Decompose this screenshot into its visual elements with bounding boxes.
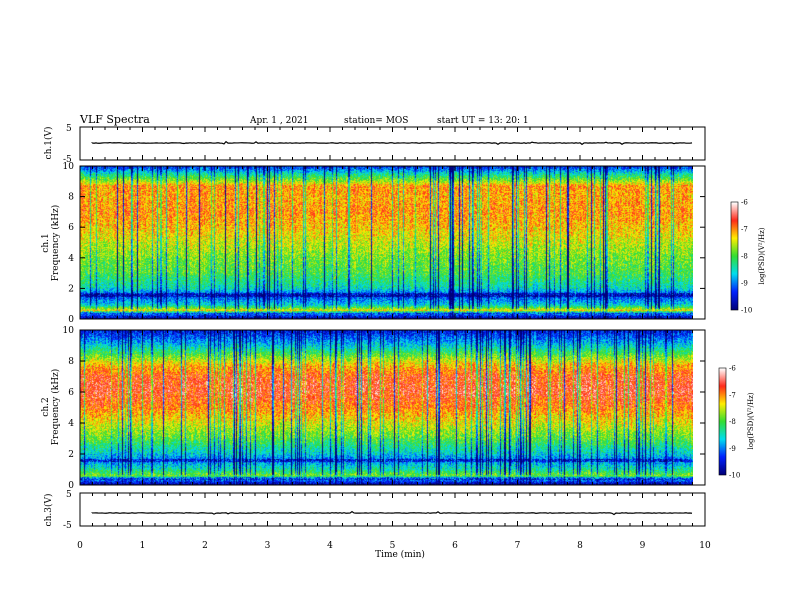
figure-title: VLF Spectra <box>79 113 150 126</box>
x-tick-label: 9 <box>640 541 646 551</box>
colorbar-ch1-tick-label: -9 <box>741 280 748 288</box>
ch1-spec-channel-label: ch.1 <box>41 233 51 252</box>
x-tick-label: 2 <box>202 541 208 551</box>
colorbar-ch1-tick-label: -6 <box>741 199 748 207</box>
x-tick-label: 10 <box>699 541 711 551</box>
ch1-spec-ylabel: Frequency (kHz) <box>50 205 61 282</box>
colorbar-ch2-tick-label: -9 <box>729 445 736 453</box>
ch2-spec-channel-label: ch.2 <box>41 397 51 416</box>
colorbar-ch2-tick-label: -10 <box>729 472 740 480</box>
x-tick-label: 8 <box>577 541 583 551</box>
start-time-label: start UT = 13: 20: 1 <box>437 116 529 126</box>
colorbar-ch1-tick-label: -8 <box>741 253 748 261</box>
colorbar-ch2-tick-label: -6 <box>729 365 736 373</box>
spec-y-tick-label: 4 <box>68 254 74 264</box>
station-label: station= MOS <box>344 116 408 126</box>
colorbar-ch1-tick-label: -7 <box>741 226 748 234</box>
colorbar-ch1-label: log(PSD)(V²/Hz) <box>758 227 766 284</box>
x-tick-label: 0 <box>77 541 83 551</box>
x-tick-label: 4 <box>327 541 333 551</box>
spec-y-tick-label: 10 <box>63 162 75 172</box>
x-tick-label: 1 <box>140 541 146 551</box>
x-tick-label: 3 <box>265 541 271 551</box>
colorbar-ch1-tick-label: -10 <box>741 307 752 315</box>
ch2-spec-ylabel: Frequency (kHz) <box>50 369 61 446</box>
waveform-ch3-trace <box>91 510 693 516</box>
spec-y-tick-label: 4 <box>68 419 74 429</box>
ch3-ytick-top: 5 <box>66 490 72 500</box>
colorbar-ch2-frame <box>718 367 727 476</box>
x-tick-label: 5 <box>390 541 396 551</box>
ch1-ytick-top: 5 <box>66 124 72 134</box>
spec-y-tick-label: 6 <box>68 223 74 233</box>
spec-y-tick-label: 2 <box>68 450 74 460</box>
x-tick-label: 7 <box>515 541 521 551</box>
spec-y-tick-label: 8 <box>68 357 74 367</box>
spectrogram-ch1-image <box>80 166 693 319</box>
spec-y-tick-label: 0 <box>68 315 74 325</box>
colorbar-ch2-tick-label: -8 <box>729 418 736 426</box>
colorbar-ch2-label: log(PSD)(V²/Hz) <box>747 392 755 449</box>
spec-y-tick-label: 10 <box>63 326 75 336</box>
ch1-waveform-ylabel: ch.1(V) <box>43 127 54 160</box>
ch1-ytick-bottom: -5 <box>63 155 72 165</box>
colorbar-ch2 <box>719 368 726 475</box>
spec-y-tick-label: 8 <box>68 193 74 203</box>
ch3-ytick-bottom: -5 <box>63 521 72 531</box>
spec-y-tick-label: 6 <box>68 388 74 398</box>
spectrogram-ch2-image <box>80 330 693 485</box>
ch3-waveform-ylabel: ch.3(V) <box>43 494 54 527</box>
colorbar-ch1 <box>731 202 738 310</box>
spec-y-tick-label: 2 <box>68 284 74 294</box>
x-axis-label: Time (min) <box>375 549 425 560</box>
x-tick-label: 6 <box>452 541 458 551</box>
colorbar-ch1-frame <box>730 201 739 311</box>
spec-y-tick-label: 0 <box>68 481 74 491</box>
date-label: Apr. 1 , 2021 <box>249 116 309 126</box>
colorbar-ch2-tick-label: -7 <box>729 391 736 399</box>
waveform-ch1-trace <box>91 140 693 146</box>
